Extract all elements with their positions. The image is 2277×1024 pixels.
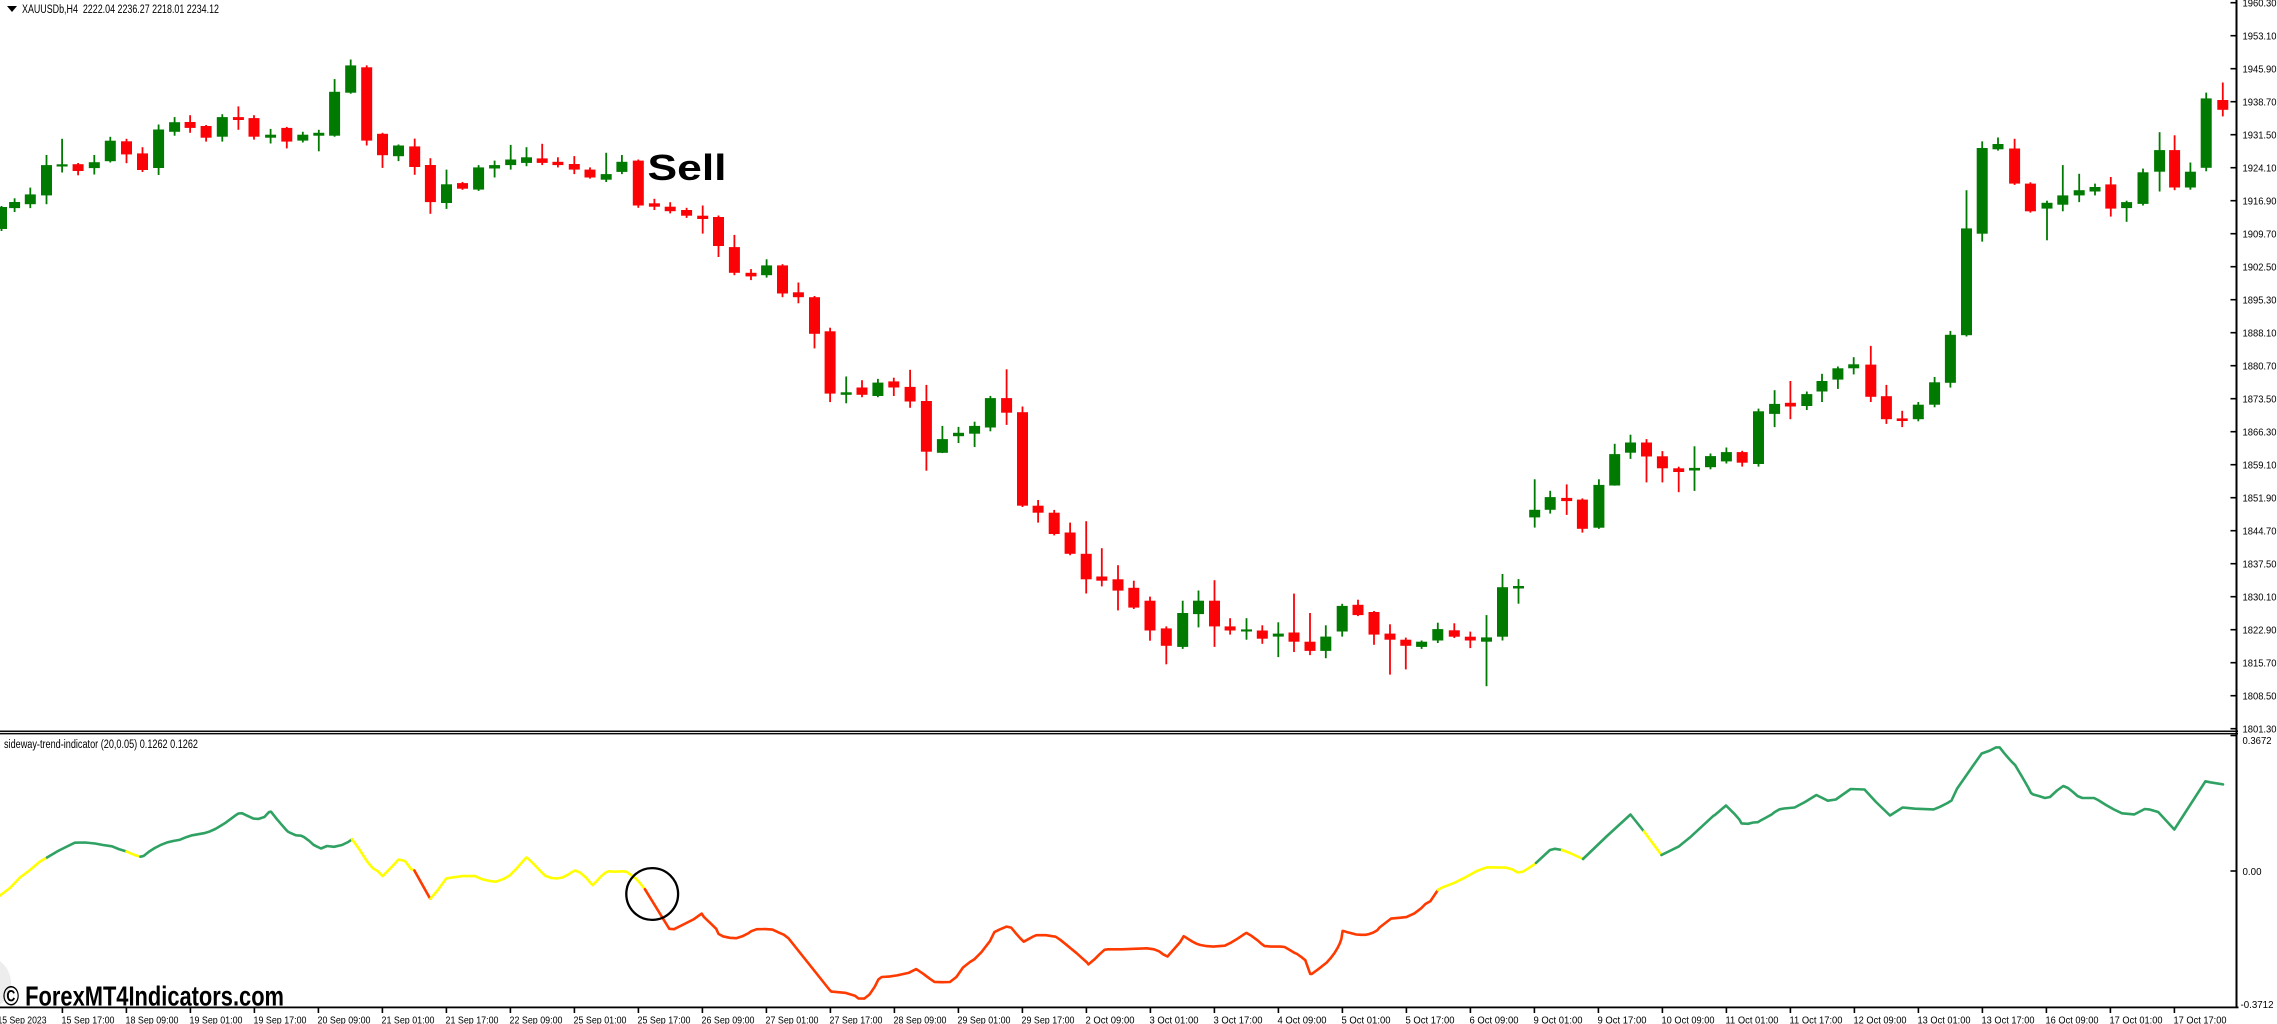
svg-text:© ForexMT4Indicators.com: © ForexMT4Indicators.com — [3, 981, 284, 1012]
svg-text:1953.10: 1953.10 — [2243, 31, 2277, 43]
svg-text:sideway-trend-indicator (20,0.: sideway-trend-indicator (20,0.05) 0.1262… — [4, 739, 198, 751]
svg-text:25 Sep 01:00: 25 Sep 01:00 — [574, 1015, 627, 1024]
svg-text:6 Oct 09:00: 6 Oct 09:00 — [1470, 1015, 1519, 1024]
svg-text:22 Sep 09:00: 22 Sep 09:00 — [510, 1015, 563, 1024]
svg-text:-0.3712: -0.3712 — [2241, 999, 2274, 1011]
svg-text:1844.70: 1844.70 — [2243, 526, 2277, 538]
svg-text:21 Sep 01:00: 21 Sep 01:00 — [382, 1015, 435, 1024]
svg-text:9 Oct 17:00: 9 Oct 17:00 — [1598, 1015, 1647, 1024]
svg-text:1815.70: 1815.70 — [2243, 658, 2277, 670]
svg-text:1851.90: 1851.90 — [2243, 493, 2277, 505]
svg-text:1931.50: 1931.50 — [2243, 130, 2277, 142]
svg-text:0.00: 0.00 — [2243, 866, 2262, 878]
svg-text:27 Sep 01:00: 27 Sep 01:00 — [766, 1015, 819, 1024]
svg-text:1801.30: 1801.30 — [2243, 724, 2277, 736]
svg-text:0.3672: 0.3672 — [2243, 735, 2272, 747]
svg-text:20 Sep 09:00: 20 Sep 09:00 — [318, 1015, 371, 1024]
svg-text:9 Oct 01:00: 9 Oct 01:00 — [1534, 1015, 1583, 1024]
svg-text:25 Sep 17:00: 25 Sep 17:00 — [638, 1015, 691, 1024]
svg-text:1960.30: 1960.30 — [2243, 0, 2277, 10]
svg-text:16 Oct 09:00: 16 Oct 09:00 — [2046, 1015, 2099, 1024]
svg-text:19 Sep 17:00: 19 Sep 17:00 — [254, 1015, 307, 1024]
svg-text:13 Oct 17:00: 13 Oct 17:00 — [1982, 1015, 2035, 1024]
svg-text:3 Oct 01:00: 3 Oct 01:00 — [1150, 1015, 1199, 1024]
svg-text:17 Oct 01:00: 17 Oct 01:00 — [2110, 1015, 2163, 1024]
svg-text:2 Oct 09:00: 2 Oct 09:00 — [1086, 1015, 1135, 1024]
svg-text:1880.70: 1880.70 — [2243, 361, 2277, 373]
svg-text:1924.10: 1924.10 — [2243, 163, 2277, 175]
svg-text:1873.50: 1873.50 — [2243, 394, 2277, 406]
svg-text:3 Oct 17:00: 3 Oct 17:00 — [1214, 1015, 1263, 1024]
svg-text:1808.50: 1808.50 — [2243, 691, 2277, 703]
svg-text:18 Sep 09:00: 18 Sep 09:00 — [126, 1015, 179, 1024]
svg-text:4 Oct 09:00: 4 Oct 09:00 — [1278, 1015, 1327, 1024]
svg-text:15 Sep 17:00: 15 Sep 17:00 — [62, 1015, 115, 1024]
svg-text:1888.10: 1888.10 — [2243, 328, 2277, 340]
svg-text:29 Sep 01:00: 29 Sep 01:00 — [958, 1015, 1011, 1024]
svg-text:5 Oct 01:00: 5 Oct 01:00 — [1342, 1015, 1391, 1024]
svg-text:19 Sep 01:00: 19 Sep 01:00 — [190, 1015, 243, 1024]
svg-text:27 Sep 17:00: 27 Sep 17:00 — [830, 1015, 883, 1024]
svg-text:1866.30: 1866.30 — [2243, 427, 2277, 439]
svg-text:1895.30: 1895.30 — [2243, 295, 2277, 307]
svg-text:Sell: Sell — [648, 147, 727, 188]
svg-text:1822.90: 1822.90 — [2243, 625, 2277, 637]
svg-text:1945.90: 1945.90 — [2243, 64, 2277, 76]
svg-text:1902.50: 1902.50 — [2243, 262, 2277, 274]
svg-text:15 Sep 2023: 15 Sep 2023 — [0, 1015, 47, 1024]
svg-text:5 Oct 17:00: 5 Oct 17:00 — [1406, 1015, 1455, 1024]
svg-text:1830.10: 1830.10 — [2243, 592, 2277, 604]
svg-text:XAUUSDb,H4 2222.04 2236.27 22: XAUUSDb,H4 2222.04 2236.27 2218.01 2234.… — [22, 4, 219, 16]
svg-text:1909.70: 1909.70 — [2243, 229, 2277, 241]
svg-text:13 Oct 01:00: 13 Oct 01:00 — [1918, 1015, 1971, 1024]
svg-text:1837.50: 1837.50 — [2243, 559, 2277, 571]
svg-text:17 Oct 17:00: 17 Oct 17:00 — [2174, 1015, 2227, 1024]
svg-text:11 Oct 01:00: 11 Oct 01:00 — [1726, 1015, 1779, 1024]
svg-text:1916.90: 1916.90 — [2243, 196, 2277, 208]
svg-text:1938.70: 1938.70 — [2243, 97, 2277, 109]
svg-text:28 Sep 09:00: 28 Sep 09:00 — [894, 1015, 947, 1024]
svg-text:10 Oct 09:00: 10 Oct 09:00 — [1662, 1015, 1715, 1024]
svg-text:26 Sep 09:00: 26 Sep 09:00 — [702, 1015, 755, 1024]
svg-text:11 Oct 17:00: 11 Oct 17:00 — [1790, 1015, 1843, 1024]
svg-text:1859.10: 1859.10 — [2243, 460, 2277, 472]
svg-text:12 Oct 09:00: 12 Oct 09:00 — [1854, 1015, 1907, 1024]
svg-text:29 Sep 17:00: 29 Sep 17:00 — [1022, 1015, 1075, 1024]
svg-text:21 Sep 17:00: 21 Sep 17:00 — [446, 1015, 499, 1024]
